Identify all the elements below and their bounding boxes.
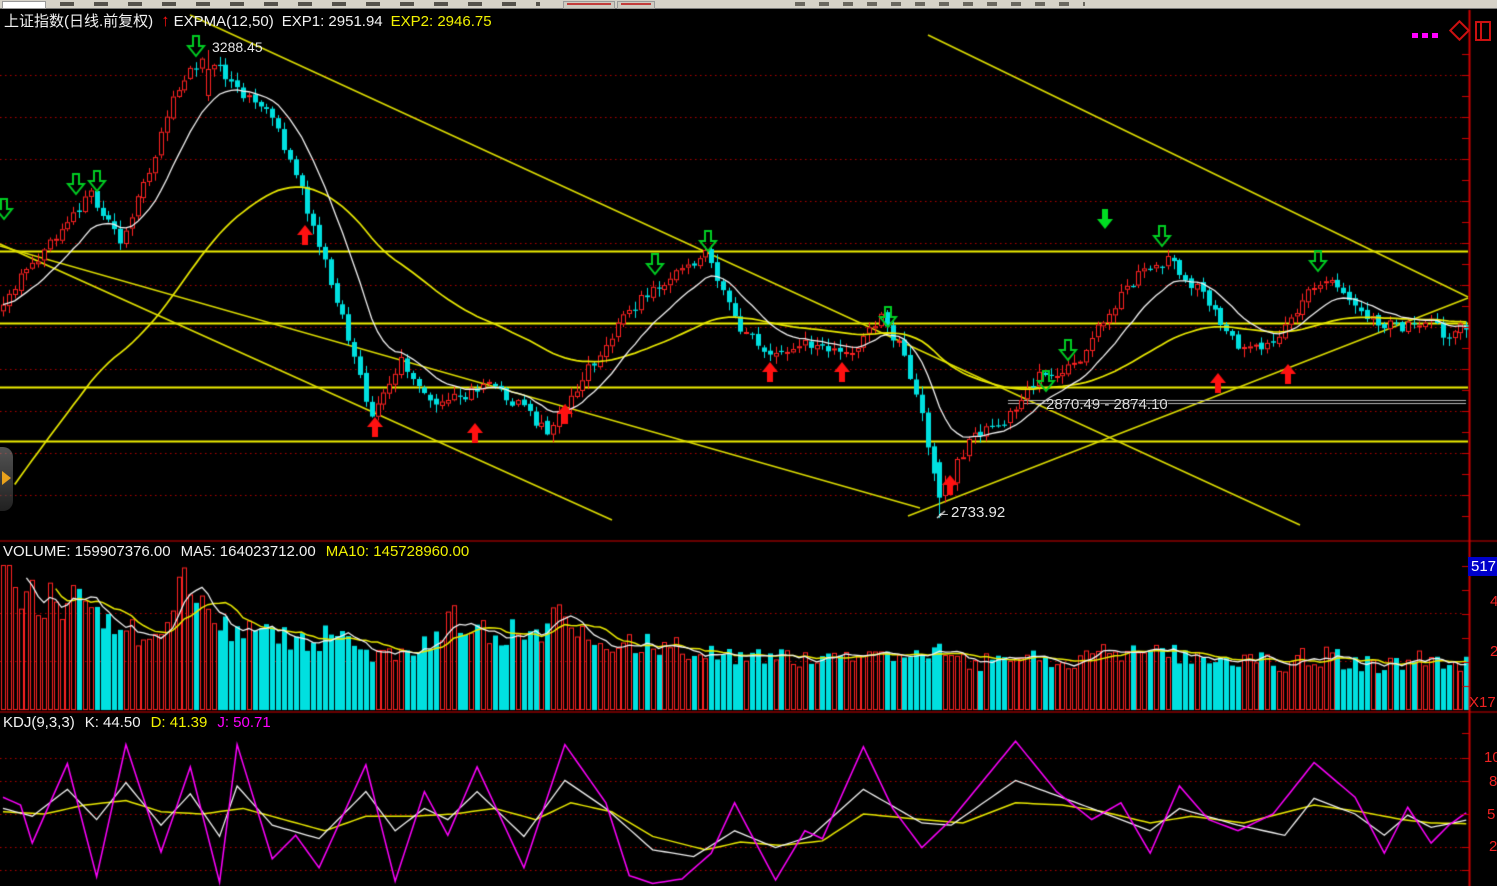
quote-box-2[interactable] — [617, 1, 655, 9]
exp2-value: EXP2: 2946.75 — [390, 13, 492, 30]
kdj-tick-20: 2 — [1489, 838, 1497, 855]
volume-ma5-value: MA5: 164023712.00 — [180, 543, 316, 560]
buy-signal-icon: ↑ — [161, 11, 170, 30]
kdj-k-value: K: 44.50 — [84, 714, 141, 731]
ellipsis-icon[interactable] — [1412, 33, 1438, 38]
high-price-label: 3288.45 — [212, 39, 263, 55]
kdj-name[interactable]: KDJ(9,3,3) — [3, 714, 75, 731]
low-price-label: ←2733.92 — [936, 504, 1006, 521]
volume-multiplier-label: X17 — [1469, 694, 1496, 711]
menu-right-text-clipped — [795, 2, 1085, 6]
kdj-header: KDJ(9,3,3) K: 44.50 D: 41.39 J: 50.71 — [3, 714, 281, 732]
volume-header: VOLUME: 159907376.00 MA5: 164023712.00 MA1… — [3, 543, 479, 561]
exp1-value: EXP1: 2951.94 — [281, 13, 383, 30]
kdj-tick-80: 8 — [1489, 773, 1497, 790]
menu-start-button[interactable] — [2, 1, 46, 9]
volume-tick-2: 2 — [1490, 643, 1497, 660]
volume-ma10-value: MA10: 145728960.00 — [325, 543, 470, 560]
menu-items-clipped[interactable] — [60, 2, 540, 6]
kdj-tick-50: 5 — [1487, 806, 1496, 823]
window-layout-icon[interactable] — [1475, 21, 1491, 41]
symbol-label: 上证指数(日线.前复权) — [4, 13, 154, 30]
kdj-tick-100: 10 — [1484, 749, 1497, 766]
quote-box-1[interactable] — [563, 1, 615, 9]
kdj-d-value: D: 41.39 — [150, 714, 208, 731]
kdj-j-value: J: 50.71 — [217, 714, 271, 731]
volume-scale-top-badge: 517 — [1468, 557, 1497, 576]
arrow-right-icon — [2, 471, 11, 485]
volume-tick-4: 4 — [1490, 593, 1497, 610]
gap-range-label: 2870.49 - 2874.10 — [1046, 396, 1168, 413]
menu-bar[interactable] — [0, 0, 1497, 9]
chart-title-bar: 上证指数(日线.前复权) ↑ EXPMA(12,50) EXP1: 2951.94 EX… — [4, 12, 500, 31]
volume-value: VOLUME: 159907376.00 — [3, 543, 171, 560]
indicator-label[interactable]: EXPMA(12,50) — [173, 13, 274, 30]
side-panel-handle[interactable] — [0, 447, 13, 511]
